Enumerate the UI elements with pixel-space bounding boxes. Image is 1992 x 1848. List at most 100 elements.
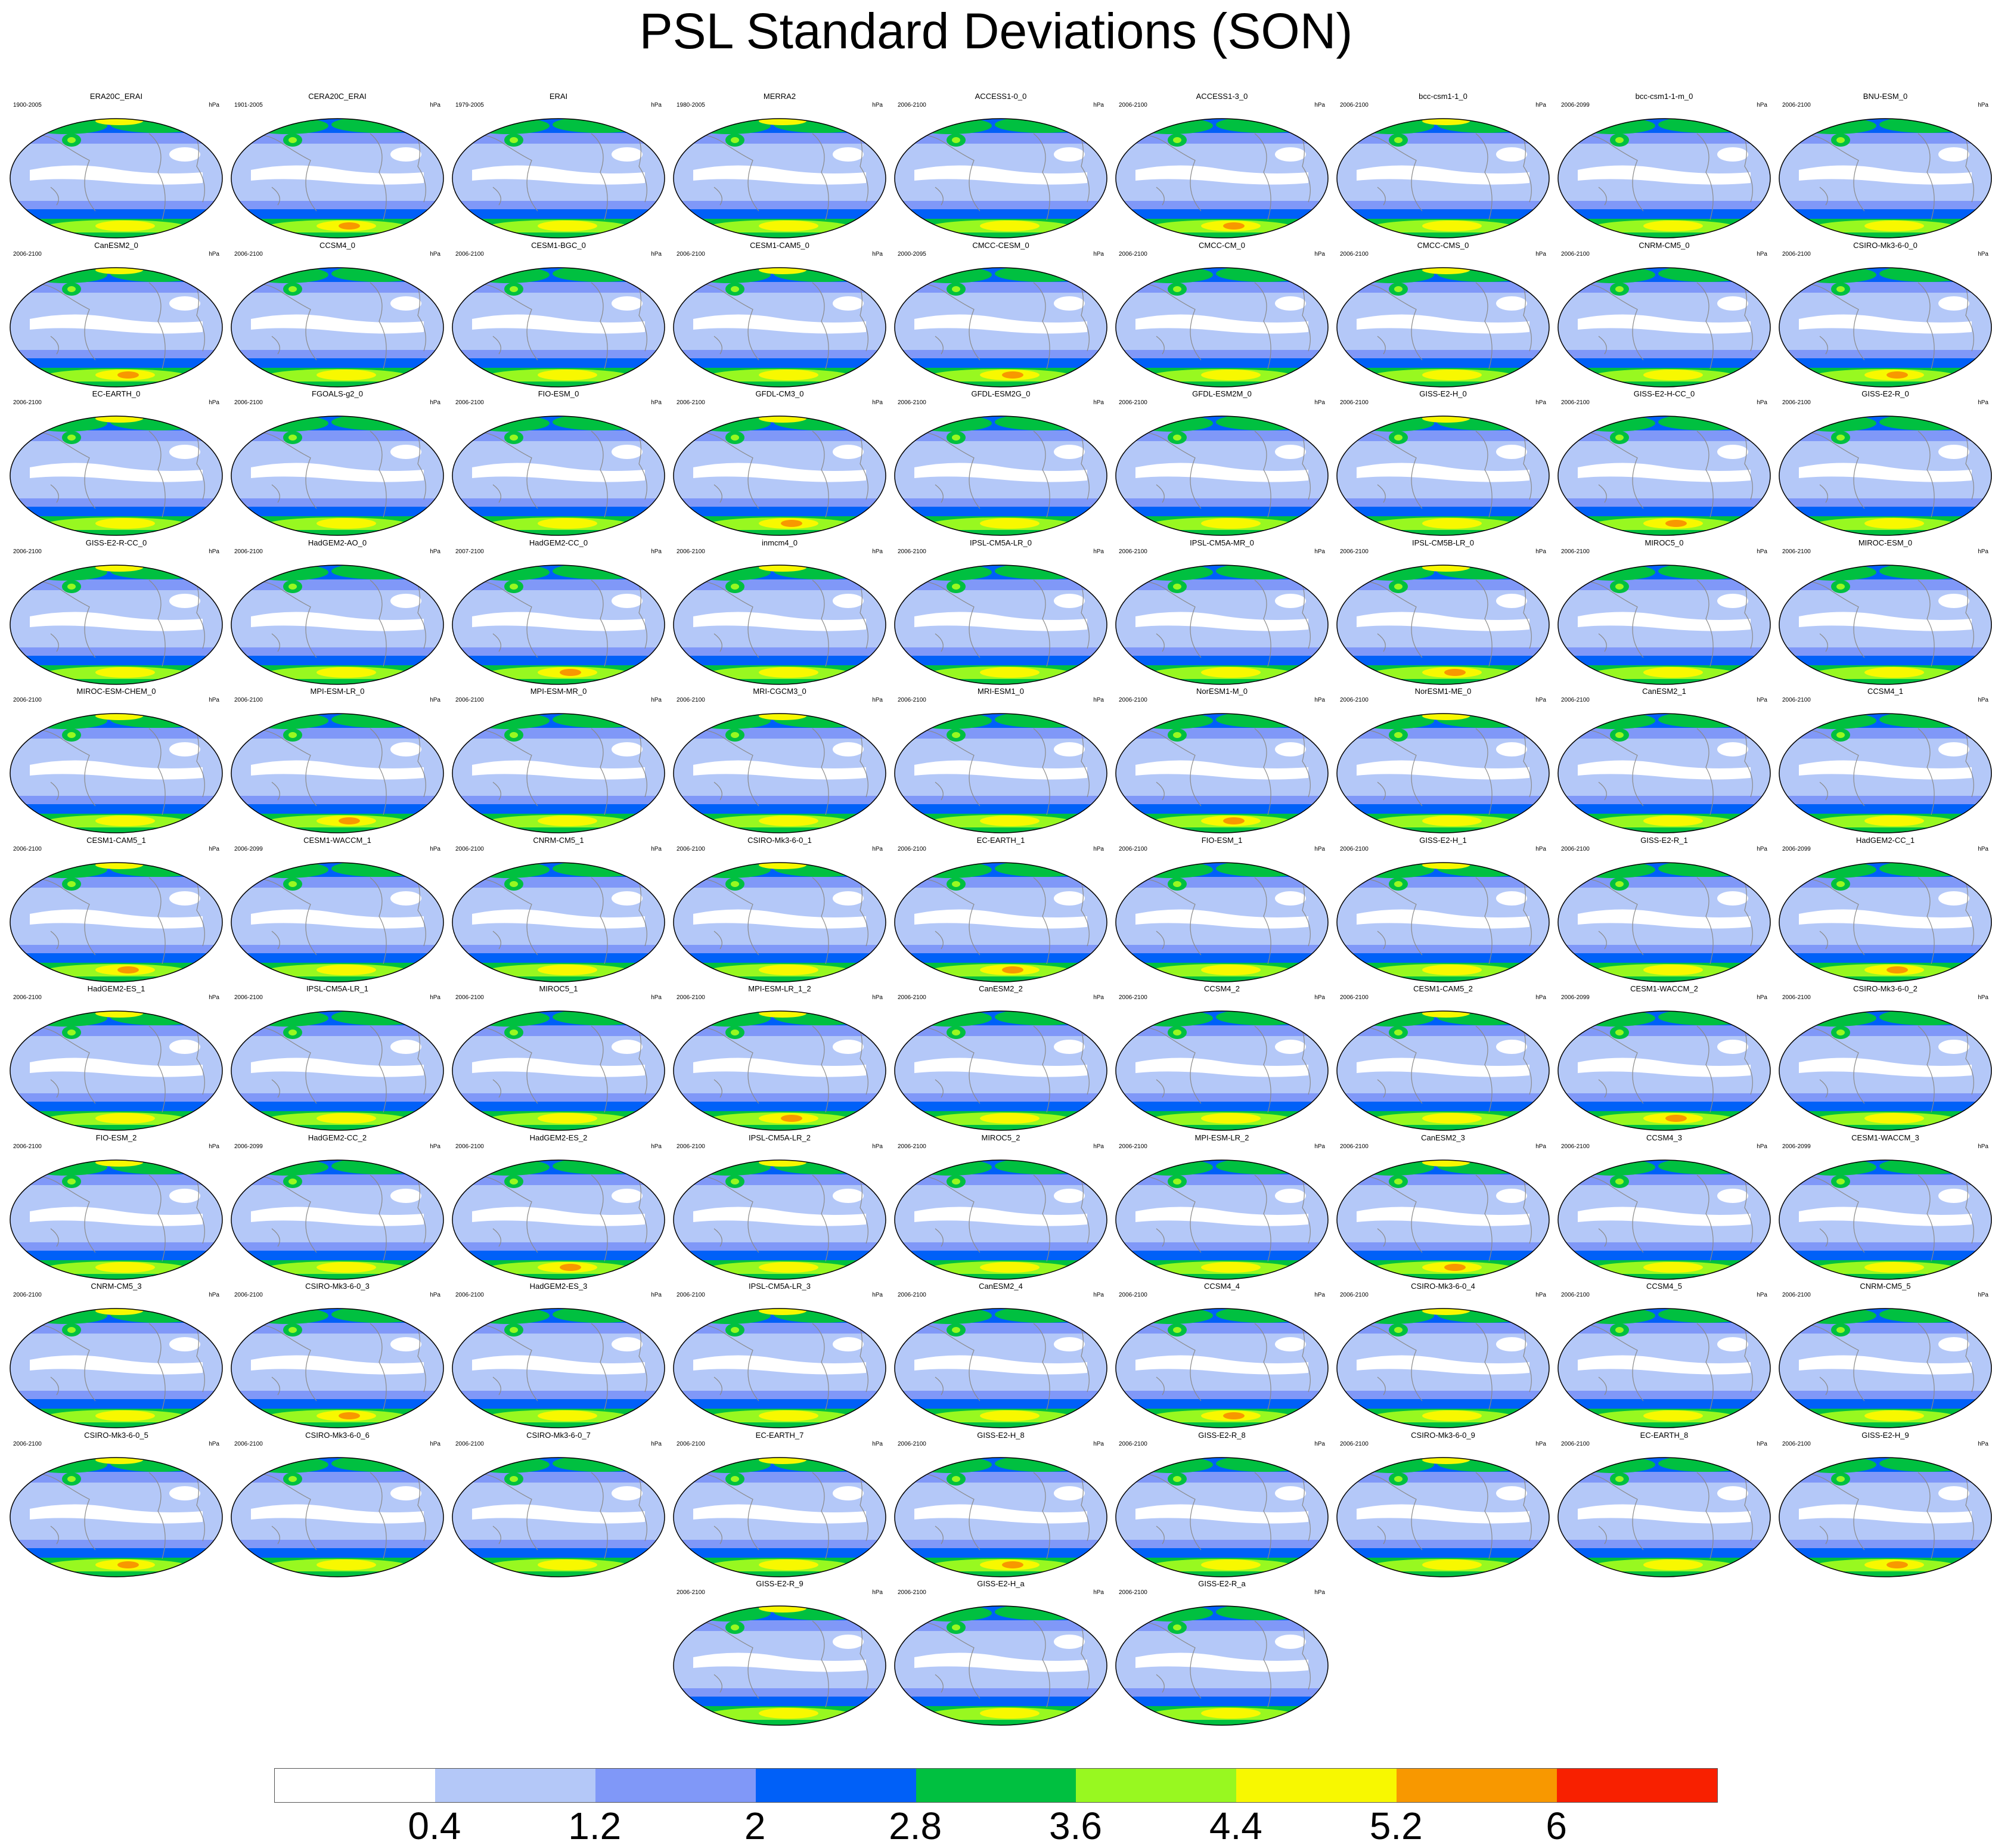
panel-title: CanESM2_2 (979, 984, 1023, 993)
panel-unit: hPa (872, 697, 883, 703)
panel-title: ACCESS1-3_0 (1196, 92, 1248, 101)
map-panel: GISS-E2-H_1 2006-2100 hPa (1333, 836, 1553, 985)
panel-unit: hPa (872, 845, 883, 852)
panel-title: GISS-E2-R_0 (1861, 389, 1909, 398)
panel-years: 2006-2100 (1782, 697, 1811, 703)
panel-title: IPSL-CM5A-MR_0 (1190, 538, 1254, 547)
panel-unit: hPa (872, 102, 883, 108)
panel-unit: hPa (1093, 1589, 1104, 1596)
panel-unit: hPa (1314, 1292, 1325, 1298)
world-map (1115, 1159, 1329, 1280)
panel-years: 2006-2100 (1340, 1440, 1369, 1447)
panel-unit: hPa (209, 845, 219, 852)
world-map (1779, 713, 1992, 833)
panel-unit: hPa (209, 994, 219, 1001)
map-panel: ACCESS1-0_0 2006-2100 hPa (890, 92, 1111, 241)
panel-title: GFDL-CM3_0 (755, 389, 804, 398)
panel-title: inmcm4_0 (762, 538, 798, 547)
panel-years: 2006-2100 (13, 1440, 42, 1447)
map-panel: MIROC-ESM-CHEM_0 2006-2100 hPa (6, 687, 226, 836)
panel-title: HadGEM2-CC_1 (1856, 835, 1915, 845)
map-panel: MPI-ESM-MR_0 2006-2100 hPa (448, 687, 669, 836)
map-panel: NorESM1-ME_0 2006-2100 hPa (1333, 687, 1553, 836)
world-map (1115, 416, 1329, 536)
map-panel: CCSM4_3 2006-2100 hPa (1554, 1133, 1774, 1282)
world-map (1336, 564, 1550, 685)
panel-title: CNRM-CM5_3 (91, 1282, 142, 1291)
map-panel: HadGEM2-CC_2 2006-2099 hPa (227, 1133, 448, 1282)
map-panel: IPSL-CM5A-LR_3 2006-2100 hPa (669, 1282, 890, 1431)
world-map (1115, 266, 1329, 387)
map-panel: HadGEM2-ES_1 2006-2100 hPa (6, 984, 226, 1133)
colorbar-label: 1.2 (568, 1804, 622, 1847)
world-map (231, 266, 444, 387)
world-map (673, 1456, 886, 1577)
panel-unit: hPa (1093, 1143, 1104, 1150)
world-map (1336, 416, 1550, 536)
world-map (1779, 266, 1992, 387)
panel-years: 2006-2100 (677, 1143, 705, 1150)
world-map (1557, 1159, 1771, 1280)
panel-title: EC-EARTH_7 (755, 1430, 804, 1440)
world-map (1557, 1308, 1771, 1428)
panel-unit: hPa (1757, 1440, 1767, 1447)
map-panel: HadGEM2-CC_1 2006-2099 hPa (1775, 836, 1992, 985)
panel-unit: hPa (651, 1440, 662, 1447)
panel-years: 2006-2100 (234, 399, 263, 406)
world-map (231, 713, 444, 833)
panel-title: GFDL-ESM2G_0 (971, 389, 1031, 398)
colorbar-swatch (595, 1769, 756, 1802)
map-panel: NorESM1-M_0 2006-2100 hPa (1112, 687, 1332, 836)
world-map (10, 118, 223, 238)
world-map (894, 1456, 1107, 1577)
panel-title: FIO-ESM_1 (1201, 835, 1243, 845)
panel-unit: hPa (1535, 102, 1546, 108)
panel-years: 2006-2100 (1119, 1143, 1147, 1150)
panel-title: EC-EARTH_0 (92, 389, 141, 398)
panel-title: BNU-ESM_0 (1863, 92, 1908, 101)
panel-years: 2006-2100 (1782, 1440, 1811, 1447)
panel-unit: hPa (1535, 845, 1546, 852)
panel-title: CMCC-CMS_0 (1417, 240, 1469, 250)
panel-years: 2006-2100 (13, 1143, 42, 1150)
map-panel: CNRM-CM5_1 2006-2100 hPa (448, 836, 669, 985)
panel-unit: hPa (1314, 845, 1325, 852)
map-panel: CSIRO-Mk3-6-0_5 2006-2100 hPa (6, 1431, 226, 1580)
panel-unit: hPa (1314, 1440, 1325, 1447)
panel-title: CESM1-BGC_0 (531, 240, 586, 250)
map-panel: CESM1-WACCM_1 2006-2099 hPa (227, 836, 448, 985)
panel-years: 2006-2100 (455, 399, 484, 406)
panel-unit: hPa (1757, 1292, 1767, 1298)
world-map (894, 1308, 1107, 1428)
panel-title: MPI-ESM-LR_2 (1194, 1133, 1249, 1142)
panel-unit: hPa (872, 1143, 883, 1150)
panel-title: CMCC-CM_0 (1199, 240, 1245, 250)
map-panel: MRI-ESM1_0 2006-2100 hPa (890, 687, 1111, 836)
panel-years: 2006-2100 (1782, 399, 1811, 406)
map-panel: GISS-E2-R-CC_0 2006-2100 hPa (6, 538, 226, 687)
panel-title: CanESM2_4 (979, 1282, 1023, 1291)
panel-unit: hPa (209, 250, 219, 258)
panel-years: 2006-2100 (1119, 1292, 1147, 1298)
colorbar-swatch (275, 1769, 435, 1802)
map-panel: HadGEM2-AO_0 2006-2100 hPa (227, 538, 448, 687)
panel-unit: hPa (1978, 1143, 1988, 1150)
map-panel: MIROC5_1 2006-2100 hPa (448, 984, 669, 1133)
world-map (10, 1159, 223, 1280)
panel-title: GISS-E2-R_9 (756, 1579, 803, 1588)
map-panel: CCSM4_0 2006-2100 hPa (227, 241, 448, 390)
panel-title: HadGEM2-CC_2 (308, 1133, 367, 1142)
world-map (1115, 1605, 1329, 1726)
panel-title: MERRA2 (763, 92, 796, 101)
panel-unit: hPa (209, 1440, 219, 1447)
world-map (894, 1010, 1107, 1131)
map-panel: CanESM2_3 2006-2100 hPa (1333, 1133, 1553, 1282)
panel-unit: hPa (651, 548, 662, 555)
world-map (1557, 861, 1771, 982)
panel-years: 2006-2100 (13, 1292, 42, 1298)
map-panel: CanESM2_1 2006-2100 hPa (1554, 687, 1774, 836)
map-panel: ERAI 1979-2005 hPa (448, 92, 669, 241)
panel-title: GISS-E2-R_1 (1640, 835, 1688, 845)
panel-title: CCSM4_4 (1204, 1282, 1240, 1291)
panel-years: 2006-2100 (234, 548, 263, 555)
